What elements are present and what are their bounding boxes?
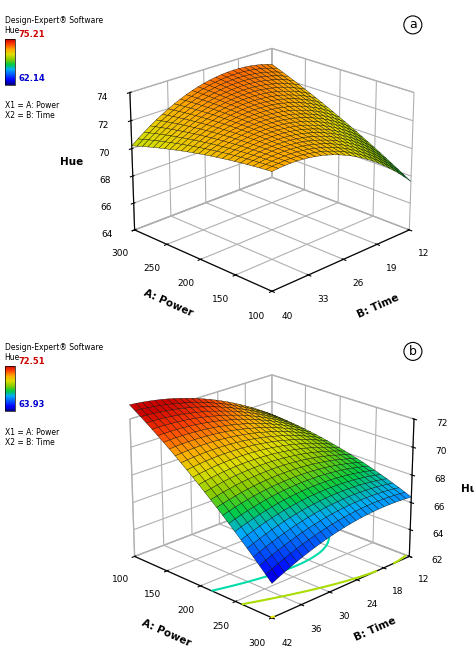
Y-axis label: A: Power: A: Power — [142, 287, 195, 318]
Text: Hue: Hue — [5, 353, 20, 362]
Text: Design-Expert® Software: Design-Expert® Software — [5, 343, 103, 352]
Text: 75.21: 75.21 — [18, 30, 45, 39]
Text: X1 = A: Power: X1 = A: Power — [5, 428, 59, 437]
X-axis label: A: Power: A: Power — [140, 618, 192, 648]
Text: X2 = B: Time: X2 = B: Time — [5, 111, 55, 120]
Y-axis label: B: Time: B: Time — [353, 616, 398, 643]
Text: Design-Expert® Software: Design-Expert® Software — [5, 16, 103, 25]
Text: b: b — [409, 345, 417, 358]
Text: 62.14: 62.14 — [18, 74, 45, 83]
Text: X2 = B: Time: X2 = B: Time — [5, 438, 55, 447]
Text: Hue: Hue — [5, 26, 20, 35]
Text: 72.51: 72.51 — [18, 357, 45, 366]
X-axis label: B: Time: B: Time — [356, 293, 401, 320]
Text: 63.93: 63.93 — [18, 400, 45, 409]
Text: a: a — [409, 18, 417, 31]
Text: X1 = A: Power: X1 = A: Power — [5, 101, 59, 110]
